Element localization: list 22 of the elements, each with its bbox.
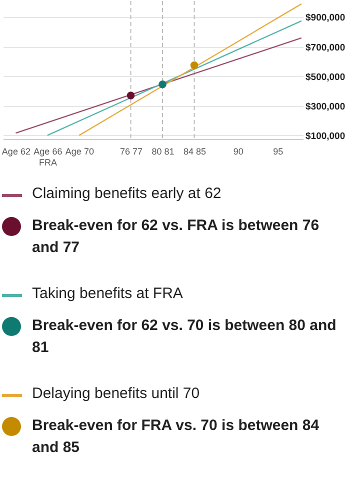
x-tick-label: Age 70 bbox=[65, 146, 94, 156]
point bbox=[190, 61, 198, 70]
x-tick-label: Age 62 bbox=[2, 146, 30, 156]
legend-label: Delaying benefits until 70 bbox=[32, 384, 200, 404]
x-tick-label: 90 bbox=[233, 146, 244, 156]
x-tick-label: 95 bbox=[273, 146, 284, 156]
legend-label: Taking benefits at FRA bbox=[32, 284, 183, 304]
legend-label: Break-even for 62 vs. FRA is between 76 and 77 bbox=[32, 216, 320, 258]
legend-label: Break-even for 62 vs. 70 is between 80 and 81 bbox=[32, 316, 338, 358]
point bbox=[126, 92, 135, 100]
y-tick-label: $700,000 bbox=[306, 42, 346, 54]
x-tick-label: 84 85 bbox=[184, 146, 206, 156]
legend-label: Claiming benefits early at 62 bbox=[32, 184, 222, 204]
y-tick-label: $900,000 bbox=[306, 12, 346, 24]
y-tick-label: $100,000 bbox=[306, 130, 346, 142]
x-tick-label: Age 66 FRA bbox=[34, 146, 62, 168]
point bbox=[158, 80, 166, 88]
y-tick-label: $300,000 bbox=[306, 101, 346, 112]
legend-label: Break-even for FRA vs. 70 is between 84 and 85 bbox=[32, 416, 320, 458]
x-tick-label: 76 77 bbox=[120, 146, 143, 156]
x-tick-label: 80 81 bbox=[152, 146, 174, 156]
y-tick-label: $500,000 bbox=[306, 72, 346, 83]
